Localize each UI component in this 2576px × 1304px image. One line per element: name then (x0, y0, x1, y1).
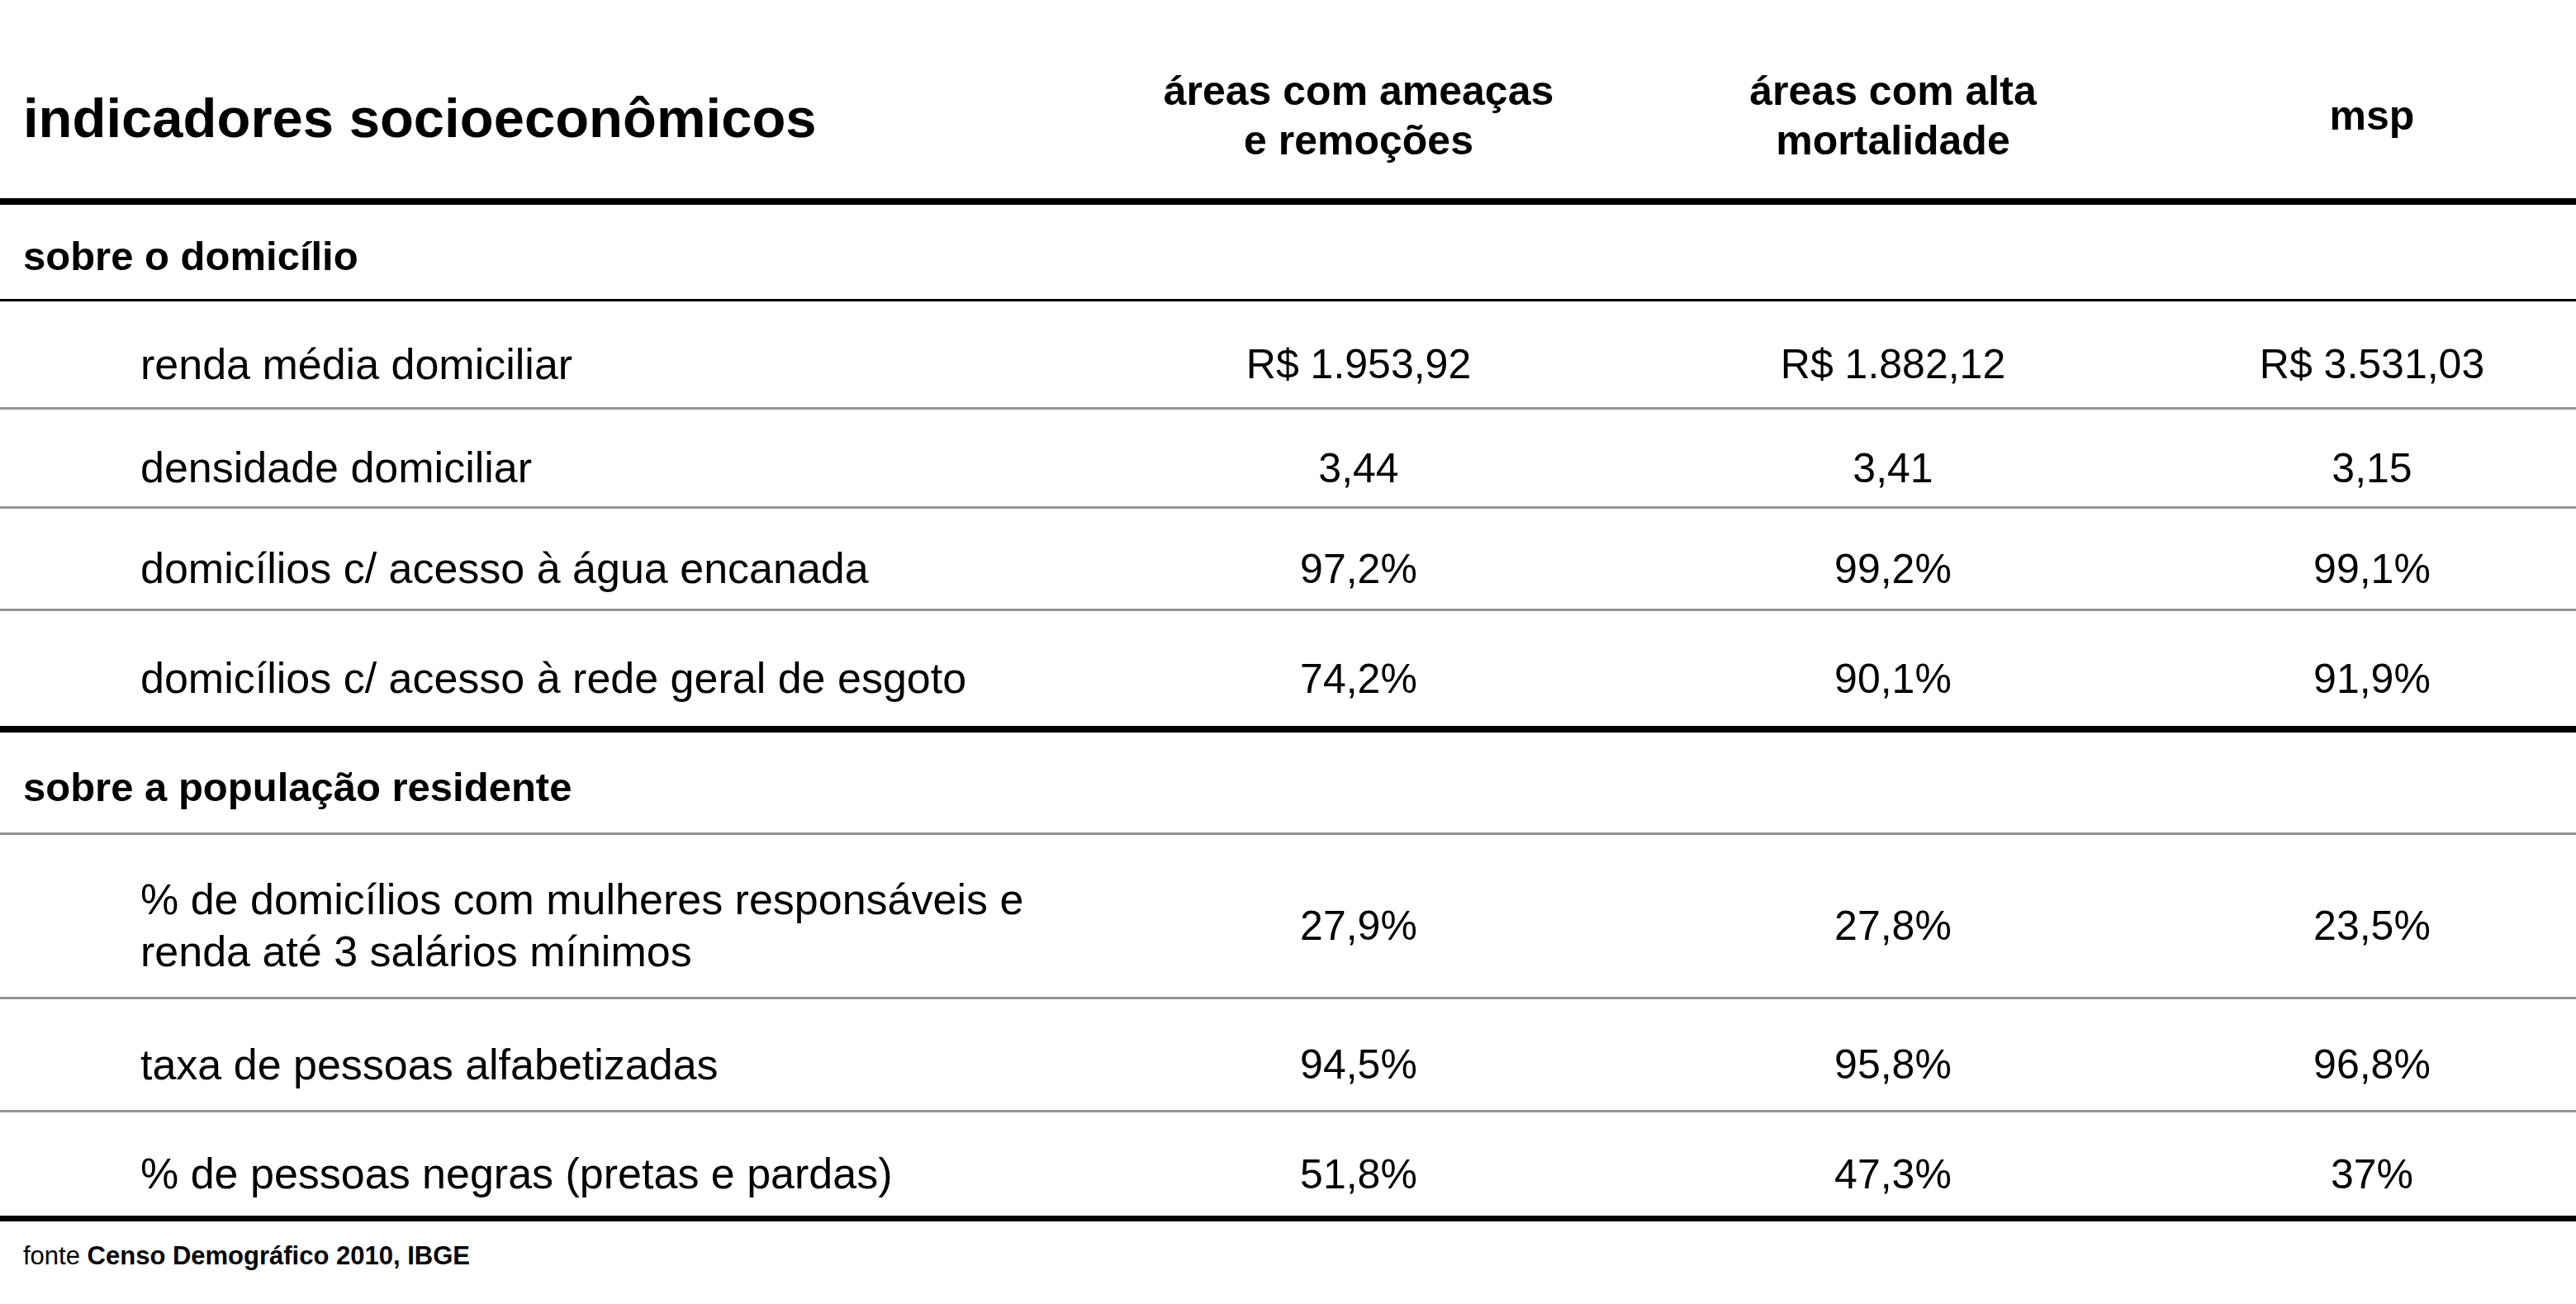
row-value: 94,5% (1099, 1021, 1618, 1088)
table-row: densidade domiciliar 3,44 3,41 3,15 (0, 410, 2576, 509)
row-label: taxa de pessoas alfabetizadas (0, 1019, 1099, 1091)
row-label: densidade domiciliar (0, 422, 1099, 494)
row-label: domicílios c/ acesso à água encanada (0, 523, 1099, 595)
row-value: 95,8% (1618, 1021, 2168, 1088)
row-value: 23,5% (2168, 882, 2576, 950)
row-value: 27,8% (1618, 882, 2168, 950)
row-value: 3,44 (1099, 424, 1618, 492)
row-value: 96,8% (2168, 1021, 2576, 1088)
row-value: 3,41 (1618, 424, 2168, 492)
row-value: 74,2% (1099, 635, 1618, 703)
row-value: 90,1% (1618, 635, 2168, 703)
table-header-row: indicadores socioeconômicos áreas com am… (0, 0, 2576, 205)
section-header-domicile: sobre o domicílio (0, 205, 2576, 301)
section-label: sobre o domicílio (0, 225, 2576, 279)
source-note: fonte Censo Demográfico 2010, IBGE (0, 1221, 2576, 1271)
row-label: % de domicílios com mulheres responsávei… (0, 854, 1099, 978)
column-header-high-mortality-areas: áreas com alta mortalidade (1618, 33, 2168, 165)
row-value: R$ 1.882,12 (1618, 320, 2168, 388)
table-title: indicadores socioeconômicos (0, 49, 1099, 149)
row-value: R$ 3.531,03 (2168, 320, 2576, 388)
source-prefix: fonte (23, 1241, 80, 1270)
table-row: renda média domiciliar R$ 1.953,92 R$ 1.… (0, 301, 2576, 410)
row-value: 99,1% (2168, 525, 2576, 593)
socioeconomic-indicators-table: indicadores socioeconômicos áreas com am… (0, 0, 2576, 1271)
table-row: taxa de pessoas alfabetizadas 94,5% 95,8… (0, 999, 2576, 1112)
row-value: R$ 1.953,92 (1099, 320, 1618, 388)
row-label: % de pessoas negras (pretas e pardas) (0, 1128, 1099, 1200)
table-row: domicílios c/ acesso à água encanada 97,… (0, 509, 2576, 611)
row-value: 37% (2168, 1131, 2576, 1198)
section-label: sobre a população residente (0, 756, 2576, 810)
row-value: 47,3% (1618, 1131, 2168, 1198)
row-value: 3,15 (2168, 424, 2576, 492)
table-row: % de pessoas negras (pretas e pardas) 51… (0, 1112, 2576, 1221)
row-value: 91,9% (2168, 635, 2576, 703)
column-header-threat-removal-areas: áreas com ameaças e remoções (1099, 33, 1618, 165)
row-label: renda média domiciliar (0, 319, 1099, 391)
row-label: domicílios c/ acesso à rede geral de esg… (0, 633, 1099, 704)
section-header-resident-population: sobre a população residente (0, 733, 2576, 835)
table-row: domicílios c/ acesso à rede geral de esg… (0, 611, 2576, 733)
row-value: 51,8% (1099, 1131, 1618, 1198)
row-value: 99,2% (1618, 525, 2168, 593)
row-value: 97,2% (1099, 525, 1618, 593)
table-row: % de domicílios com mulheres responsávei… (0, 835, 2576, 999)
source-text: Censo Demográfico 2010, IBGE (88, 1241, 470, 1270)
column-header-msp: msp (2168, 58, 2576, 140)
row-value: 27,9% (1099, 882, 1618, 950)
